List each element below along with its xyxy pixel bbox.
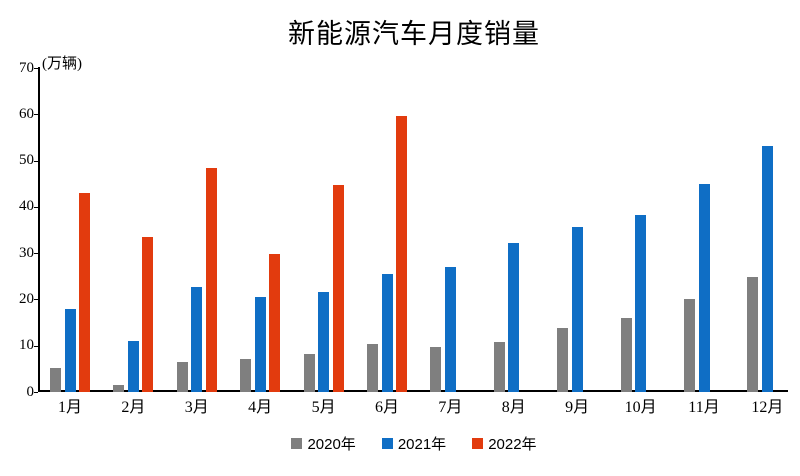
bar-2020年-10月 [620, 317, 632, 392]
y-tick-mark [34, 68, 38, 69]
x-tick-label: 12月 [751, 399, 784, 416]
bar-2020年-1月 [50, 367, 61, 392]
legend-swatch-icon [291, 438, 303, 449]
legend-label: 2020年 [307, 436, 356, 453]
y-tick-label: 70 [19, 59, 34, 76]
bar-2021年-12月 [761, 146, 773, 392]
bar-2021年-9月 [571, 226, 583, 392]
legend: 2020年 2021年 2022年 [38, 433, 790, 454]
x-tick-label: 8月 [501, 399, 526, 416]
bar-2021年-2月 [127, 341, 139, 392]
legend-item-2022年: 2022年 [472, 433, 537, 454]
x-tick-label: 10月 [624, 399, 657, 416]
y-tick-label: 60 [19, 105, 34, 122]
x-tick-label: 6月 [374, 399, 399, 416]
x-tick-label: 5月 [311, 399, 336, 416]
bar-2022年-5月 [332, 185, 344, 392]
y-tick-label: 50 [19, 152, 34, 169]
x-tick-label: 2月 [121, 399, 146, 416]
bar-2021年-3月 [191, 287, 203, 392]
x-tick-label: 9月 [565, 399, 590, 416]
legend-item-2020年: 2020年 [291, 433, 356, 454]
bar-2020年-4月 [240, 358, 252, 392]
bar-2021年-10月 [635, 214, 647, 392]
bar-2022年-1月 [79, 192, 90, 392]
y-tick-mark [34, 160, 38, 162]
bar-2020年-2月 [113, 384, 125, 392]
y-tick-mark [34, 253, 38, 255]
y-tick-mark [34, 114, 38, 116]
y-tick-mark [34, 345, 38, 347]
y-tick-label: 20 [19, 290, 34, 307]
bar-2022年-6月 [396, 116, 407, 392]
y-tick-label: 30 [19, 244, 34, 261]
x-tick-label: 7月 [438, 399, 463, 416]
y-tick-mark [34, 299, 38, 301]
y-tick-label: 0 [26, 383, 35, 400]
bar-2021年-5月 [318, 291, 330, 392]
bar-2020年-3月 [176, 361, 188, 392]
bar-2020年-11月 [684, 299, 695, 392]
legend-item-2021年: 2021年 [381, 433, 447, 454]
y-axis-unit-label: (万辆) [42, 56, 82, 72]
legend-label: 2022年 [488, 436, 537, 453]
x-axis-line [38, 390, 788, 392]
y-tick-label: 10 [19, 337, 34, 354]
bar-2021年-8月 [508, 243, 520, 392]
legend-swatch-icon [472, 438, 484, 449]
bar-2022年-4月 [269, 253, 281, 392]
bar-2022年-3月 [205, 167, 217, 392]
bar-2021年-6月 [381, 273, 393, 392]
bar-2020年-9月 [557, 328, 569, 392]
bar-2020年-6月 [367, 343, 378, 392]
bar-2021年-4月 [254, 296, 266, 392]
legend-label: 2021年 [397, 436, 447, 453]
x-tick-label: 1月 [57, 399, 82, 416]
y-tick-mark [34, 206, 38, 208]
bar-2020年-7月 [430, 346, 442, 392]
x-tick-label: 4月 [248, 399, 273, 416]
x-tick-label: 11月 [688, 399, 720, 416]
bar-2021年-1月 [64, 309, 76, 392]
bar-2021年-11月 [698, 183, 710, 392]
bar-2020年-12月 [747, 277, 759, 392]
bar-2022年-2月 [142, 237, 154, 392]
legend-swatch-icon [381, 438, 393, 449]
y-tick-mark [34, 392, 38, 393]
bar-2020年-8月 [493, 341, 505, 392]
bar-2020年-5月 [303, 354, 315, 392]
chart-title: 新能源汽车月度销量 [288, 19, 540, 49]
x-tick-label: 3月 [184, 399, 209, 416]
bar-2021年-7月 [444, 266, 456, 392]
y-tick-label: 40 [19, 198, 34, 215]
y-axis-line [38, 67, 40, 392]
